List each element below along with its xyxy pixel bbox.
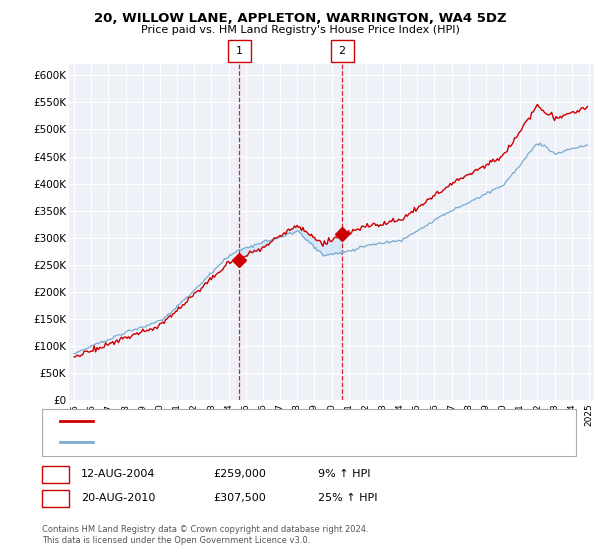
Text: Price paid vs. HM Land Registry's House Price Index (HPI): Price paid vs. HM Land Registry's House …: [140, 25, 460, 35]
Text: Contains HM Land Registry data © Crown copyright and database right 2024.
This d: Contains HM Land Registry data © Crown c…: [42, 525, 368, 545]
Text: 2: 2: [52, 493, 59, 503]
Text: 25% ↑ HPI: 25% ↑ HPI: [318, 493, 377, 503]
Text: £307,500: £307,500: [213, 493, 266, 503]
Text: 1: 1: [52, 469, 59, 479]
Text: 2: 2: [338, 46, 346, 56]
Text: £259,000: £259,000: [213, 469, 266, 479]
Text: HPI: Average price, detached house, Warrington: HPI: Average price, detached house, Warr…: [99, 437, 339, 447]
Text: 20, WILLOW LANE, APPLETON, WARRINGTON, WA4 5DZ (detached house): 20, WILLOW LANE, APPLETON, WARRINGTON, W…: [99, 416, 466, 426]
Text: 1: 1: [236, 46, 242, 56]
Text: 12-AUG-2004: 12-AUG-2004: [81, 469, 155, 479]
Text: 9% ↑ HPI: 9% ↑ HPI: [318, 469, 371, 479]
Text: 20, WILLOW LANE, APPLETON, WARRINGTON, WA4 5DZ: 20, WILLOW LANE, APPLETON, WARRINGTON, W…: [94, 12, 506, 25]
Text: 20-AUG-2010: 20-AUG-2010: [81, 493, 155, 503]
